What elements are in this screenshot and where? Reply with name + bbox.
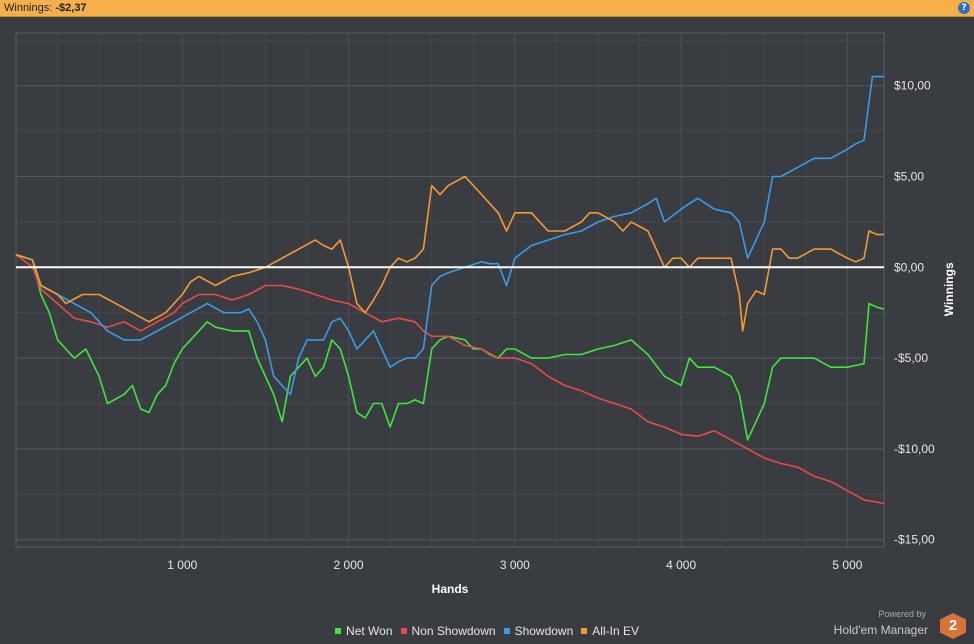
legend-item-showdown[interactable]: Showdown — [503, 624, 574, 638]
y-tick-label: -$5,00 — [894, 351, 928, 365]
y-tick-label: -$10,00 — [894, 442, 935, 456]
chart-series — [15, 75, 885, 505]
x-tick-label: 1 000 — [167, 558, 197, 572]
chart-labels: $10,00 $5,00 $0,00 -$5,00 -$10,00 -$15,00 1 00… — [167, 79, 956, 596]
x-tick-label: 5 000 — [832, 558, 862, 572]
winnings-label: Winnings: — [4, 2, 53, 14]
y-tick-label: -$15,00 — [894, 533, 935, 547]
legend-swatch — [581, 628, 588, 634]
series-line-non-showdown — [15, 253, 885, 505]
winnings-summary: Winnings: -$2,37 — [4, 2, 87, 14]
legend-label: Showdown — [514, 624, 574, 638]
legend-label: Net Won — [346, 624, 393, 638]
powered-by-text: Powered by — [878, 609, 926, 619]
help-icon[interactable]: ? — [958, 2, 970, 14]
x-tick-label: 3 000 — [500, 558, 530, 572]
legend-item-all-in-ev[interactable]: All-In EV — [581, 624, 639, 638]
series-line-showdown — [15, 75, 884, 396]
legend-swatch — [503, 628, 510, 634]
legend-swatch — [335, 628, 342, 634]
x-axis-title: Hands — [432, 582, 469, 596]
y-axis-title: Winnings — [942, 262, 956, 316]
x-tick-label: 2 000 — [334, 558, 364, 572]
x-tick-label: 4 000 — [666, 558, 696, 572]
y-tick-label: $0,00 — [894, 260, 924, 274]
legend-item-non-showdown[interactable]: Non Showdown — [400, 624, 496, 638]
legend-swatch — [400, 628, 407, 634]
chart-legend: Net Won Non Showdown Showdown All-In EV — [0, 624, 974, 638]
y-tick-label: $5,00 — [894, 169, 924, 183]
winnings-value: -$2,37 — [55, 2, 87, 14]
series-line-all-in-ev — [15, 175, 884, 332]
plot-frame — [15, 32, 885, 548]
series-line-net-won — [15, 253, 885, 441]
winnings-header: Winnings: -$2,37 ? — [0, 0, 974, 17]
chart-grid — [16, 33, 884, 547]
chart-axes — [15, 32, 885, 548]
legend-item-net-won[interactable]: Net Won — [335, 624, 393, 638]
y-tick-label: $10,00 — [894, 79, 931, 93]
legend-label: Non Showdown — [411, 624, 496, 638]
product-name: Hold'em Manager — [833, 623, 928, 637]
winnings-chart: $10,00 $5,00 $0,00 -$5,00 -$10,00 -$15,00 1 00… — [15, 32, 956, 596]
legend-label: All-In EV — [592, 624, 639, 638]
